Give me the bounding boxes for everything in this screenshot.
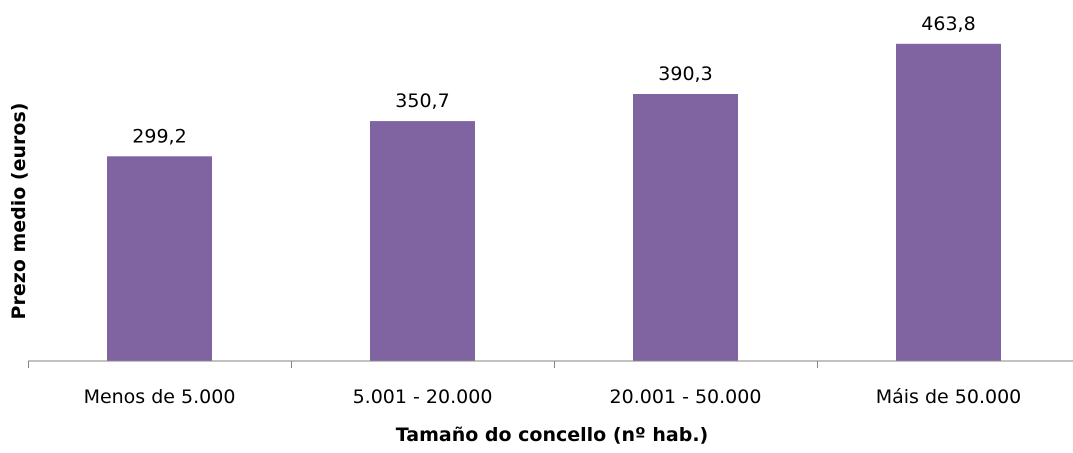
x-tick-label: 5.001 - 20.000 [353,386,493,408]
x-ticks-layer [28,361,818,368]
bars-layer [107,43,1001,362]
bar-value-label: 350,7 [395,90,449,112]
x-axis-title: Tamaño do concello (nº hab.) [396,424,709,446]
bar [370,121,475,361]
value-labels-layer: 299,2 350,7 390,3 463,8 [132,13,975,148]
bar [896,43,1001,362]
y-axis-title: Prezo medio (euros) [8,103,30,320]
x-tick-label: 20.001 - 50.000 [610,386,762,408]
bar-value-label: 299,2 [132,125,186,147]
x-tick-label: Máis de 50.000 [876,386,1022,408]
bar [107,156,212,361]
x-tick-label: Menos de 5.000 [84,386,236,408]
x-tick-labels-layer: Menos de 5.000 5.001 - 20.000 20.001 - 50.… [84,386,1022,408]
bar-value-label: 463,8 [921,13,975,35]
bar-value-label: 390,3 [658,63,712,85]
bar [633,94,738,361]
